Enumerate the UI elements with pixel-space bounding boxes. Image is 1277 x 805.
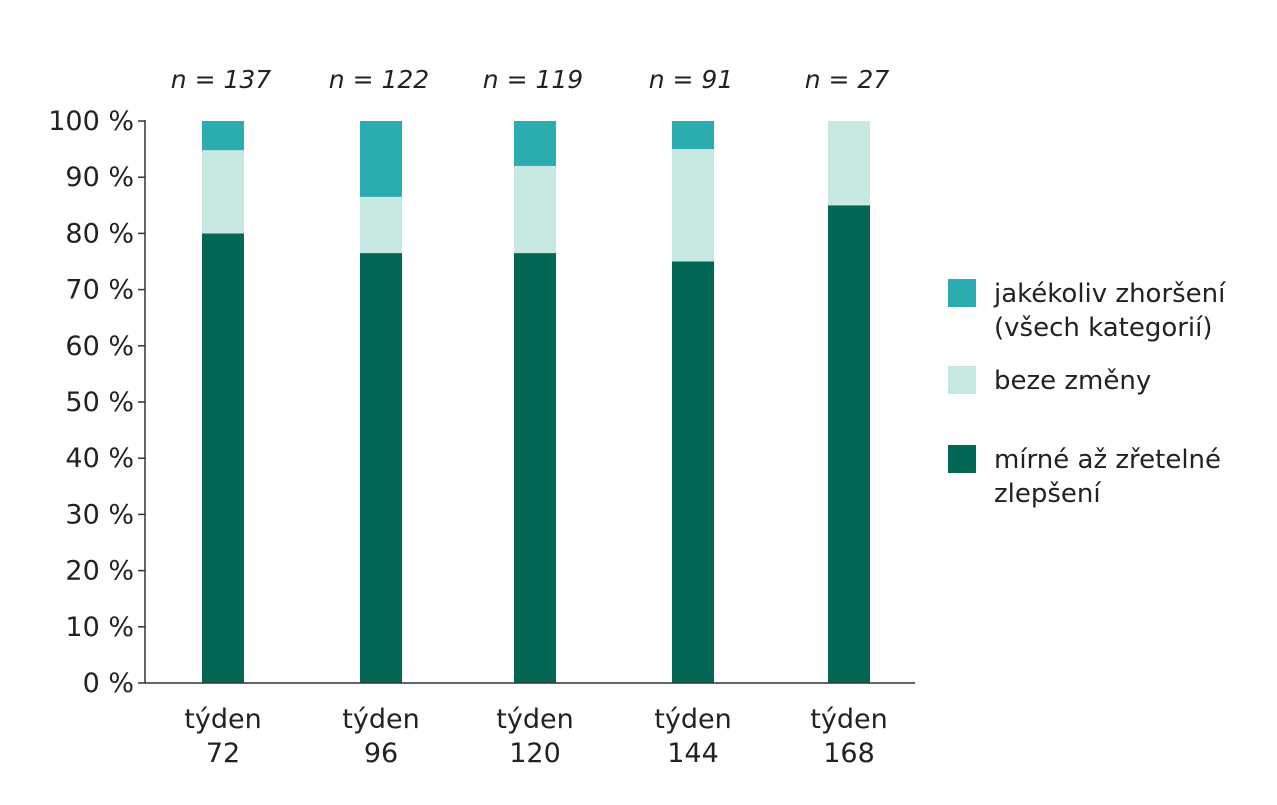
bar-segment [360, 121, 402, 197]
y-tick-label: 30 % [65, 499, 134, 530]
y-tick-label: 40 % [65, 443, 134, 474]
bar-segment [514, 253, 556, 683]
x-tick-label: týden 120 [496, 704, 573, 769]
bar-segment [672, 261, 714, 683]
bar-segment [360, 253, 402, 683]
bar-stack-týden-144 [672, 121, 714, 683]
legend-swatch [948, 445, 976, 473]
x-tick-label: týden 144 [654, 704, 731, 769]
x-tick-label: týden 72 [184, 704, 261, 769]
bar-segment [828, 121, 870, 206]
legend: jakékoliv zhoršení (všech kategorií) beze … [948, 279, 1226, 509]
y-tick-label: 20 % [65, 556, 134, 587]
legend-label: jakékoliv zhoršení (všech kategorií) [993, 279, 1226, 343]
sample-size-label: n = 91 [649, 65, 734, 94]
bar-segment [360, 196, 402, 254]
sample-size-label: n = 119 [483, 65, 583, 94]
bar-segment [672, 149, 714, 262]
legend-label: mírné až zřetelné zlepšení [994, 445, 1221, 509]
bar-segment [828, 205, 870, 684]
y-tick-label: 70 % [65, 275, 134, 306]
axes-layer: 0 % 10 % 20 % 30 % 40 % 50 % 60 % 70 % 80 % 90 % 1… [48, 106, 915, 699]
bar-segment [202, 121, 244, 151]
legend-item: mírné až zřetelné zlepšení [948, 445, 1221, 509]
labels-layer: týden 72 týden 96 týden 120 týden 144 týden 168 n … [171, 65, 890, 769]
bars-layer [202, 121, 870, 684]
y-tick-label: 60 % [65, 331, 134, 362]
bar-segment [672, 121, 714, 150]
legend-label: beze změny [994, 366, 1151, 396]
bar-stack-týden-120 [514, 121, 556, 683]
y-tick-label: 90 % [65, 162, 134, 193]
y-tick-label: 10 % [65, 612, 134, 643]
bar-stack-týden-72 [202, 121, 244, 683]
legend-item: beze změny [948, 366, 1151, 396]
legend-swatch [948, 366, 976, 394]
sample-size-label: n = 27 [805, 65, 890, 94]
y-tick-label: 0 % [83, 668, 134, 699]
y-tick-label: 50 % [65, 387, 134, 418]
bar-stack-týden-168 [828, 121, 870, 684]
bar-stack-týden-96 [360, 121, 402, 683]
bar-segment [514, 121, 556, 166]
x-tick-label: týden 168 [810, 704, 887, 769]
bar-segment [202, 150, 244, 234]
sample-size-label: n = 137 [171, 65, 271, 94]
y-tick-label: 80 % [65, 218, 134, 249]
legend-swatch [948, 279, 976, 307]
bar-segment [202, 233, 244, 683]
legend-item: jakékoliv zhoršení (všech kategorií) [948, 279, 1226, 343]
x-tick-label: týden 96 [342, 704, 419, 769]
sample-size-label: n = 122 [329, 65, 429, 94]
y-tick-label: 100 % [48, 106, 134, 137]
bar-segment [514, 165, 556, 254]
